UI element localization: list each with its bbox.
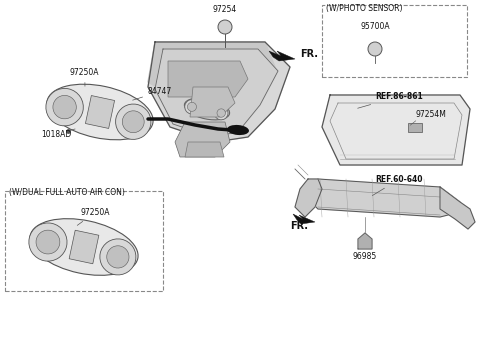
Polygon shape (148, 42, 290, 142)
Text: 97254M: 97254M (415, 110, 446, 119)
Polygon shape (201, 102, 213, 116)
Text: 95700A: 95700A (360, 22, 390, 31)
Bar (5, 191, 163, 291)
Ellipse shape (227, 125, 249, 135)
Ellipse shape (47, 84, 153, 140)
Ellipse shape (215, 106, 228, 120)
Polygon shape (440, 187, 475, 229)
Text: FR.: FR. (300, 49, 318, 59)
Ellipse shape (188, 102, 196, 111)
Text: 84747: 84747 (132, 87, 172, 100)
Polygon shape (175, 122, 230, 157)
Polygon shape (293, 214, 315, 224)
Polygon shape (358, 233, 372, 249)
Polygon shape (295, 179, 322, 217)
Text: 96985: 96985 (353, 252, 377, 261)
Text: 97250A: 97250A (70, 68, 99, 86)
Ellipse shape (53, 95, 76, 119)
Text: REF.60-640: REF.60-640 (372, 175, 422, 195)
Ellipse shape (116, 104, 151, 140)
Ellipse shape (368, 42, 382, 56)
Text: REF.86-861: REF.86-861 (358, 92, 423, 108)
Ellipse shape (30, 219, 138, 275)
Polygon shape (168, 61, 248, 97)
Polygon shape (322, 95, 470, 165)
Ellipse shape (122, 111, 144, 133)
Polygon shape (308, 179, 460, 217)
Polygon shape (185, 142, 224, 157)
Text: 97254: 97254 (213, 5, 237, 14)
Polygon shape (148, 42, 275, 122)
Text: (W/PHOTO SENSOR): (W/PHOTO SENSOR) (326, 4, 403, 13)
Text: FR.: FR. (290, 221, 308, 231)
Ellipse shape (107, 246, 129, 268)
Ellipse shape (217, 109, 226, 117)
Ellipse shape (185, 100, 199, 114)
Polygon shape (69, 230, 99, 264)
Polygon shape (269, 51, 295, 61)
Text: 97250A: 97250A (77, 208, 110, 225)
Polygon shape (85, 96, 115, 128)
Ellipse shape (218, 20, 232, 34)
Polygon shape (155, 49, 278, 137)
Ellipse shape (46, 88, 84, 126)
Ellipse shape (184, 98, 229, 120)
Bar (322, 5, 467, 77)
Polygon shape (190, 87, 235, 117)
Text: (W/DUAL FULL AUTO AIR CON): (W/DUAL FULL AUTO AIR CON) (9, 188, 125, 197)
Ellipse shape (29, 223, 67, 261)
Bar (408, 123, 422, 132)
Ellipse shape (36, 230, 60, 254)
Ellipse shape (100, 239, 136, 275)
Text: 1018AD: 1018AD (41, 130, 71, 139)
